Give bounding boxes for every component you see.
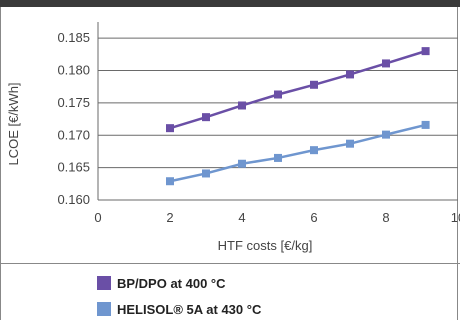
y-tick-label: 0.180 (57, 63, 90, 78)
y-tick-label: 0.170 (57, 127, 90, 142)
y-axis-label: LCOE [€/kWh] (6, 82, 21, 165)
y-tick-label: 0.165 (57, 160, 90, 175)
data-point (346, 70, 354, 79)
legend-swatch-bp-dpo (97, 276, 111, 290)
x-tick-label: 6 (310, 210, 317, 225)
x-tick-labels: 0 2 4 6 8 10 (94, 210, 460, 225)
data-point (274, 90, 282, 99)
y-tick-label: 0.185 (57, 30, 90, 45)
x-tick-label: 10 (451, 210, 460, 225)
data-point (346, 139, 354, 148)
title-bar (0, 0, 460, 7)
data-point (421, 47, 430, 56)
data-point (274, 153, 282, 162)
data-point (382, 130, 390, 139)
data-point (421, 120, 430, 129)
data-point (166, 177, 174, 186)
x-tick-label: 0 (94, 210, 101, 225)
x-tick-label: 2 (166, 210, 173, 225)
data-point (310, 146, 318, 155)
x-axis-label: HTF costs [€/kg] (218, 238, 313, 253)
data-point (310, 80, 318, 89)
legend-item-helisol: HELISOL® 5A at 430 °C (97, 300, 261, 318)
legend-item-bp-dpo: BP/DPO at 400 °C (97, 274, 226, 292)
legend-label-helisol: HELISOL® 5A at 430 °C (117, 301, 262, 317)
series-line-1 (169, 123, 426, 183)
y-tick-label: 0.160 (57, 192, 90, 207)
data-point (166, 124, 174, 133)
legend-swatch-helisol (97, 302, 111, 316)
data-point (202, 113, 210, 122)
y-tick-labels: 0.160 0.165 0.170 0.175 0.180 0.185 (57, 30, 90, 207)
data-point (238, 101, 246, 110)
x-tick-label: 8 (382, 210, 389, 225)
x-tick-label: 4 (238, 210, 245, 225)
data-point (382, 59, 390, 68)
line-chart: 0.160 0.165 0.170 0.175 0.180 0.185 0 2 4 6 8 10 H… (6, 22, 460, 253)
data-point (238, 159, 246, 168)
series-line-0 (169, 49, 426, 130)
y-tick-label: 0.175 (57, 95, 90, 110)
series-layer (166, 47, 430, 186)
legend: BP/DPO at 400 °C HELISOL® 5A at 430 °C (0, 263, 460, 323)
legend-label-bp-dpo: BP/DPO at 400 °C (117, 275, 226, 291)
grid-lines (98, 37, 458, 201)
data-point (202, 169, 210, 178)
